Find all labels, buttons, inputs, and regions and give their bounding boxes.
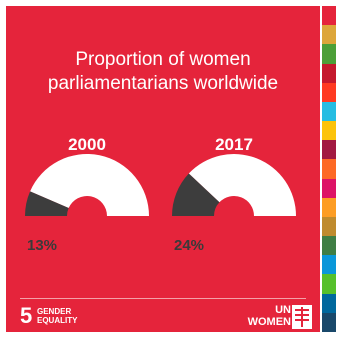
semi-donut-remainder-slice — [30, 154, 149, 216]
semi-donut-remainder-slice — [188, 154, 296, 216]
sdg-stripe-swatch — [322, 159, 336, 180]
un-women-emblem-icon — [292, 305, 312, 329]
sdg-stripe-swatch — [322, 197, 336, 218]
un-women-logo-line-1: UN — [275, 304, 291, 316]
sdg-stripe-swatch — [322, 216, 336, 237]
footer-divider — [20, 298, 306, 299]
sdg-stripe-swatch — [322, 312, 336, 333]
semi-donut-women-slice — [25, 191, 69, 216]
sdg-stripe-swatch — [322, 293, 336, 314]
sdg-goal-number: 5 — [20, 303, 33, 328]
semi-donut-charts: 2000 13% 2017 24% — [25, 135, 296, 254]
sdg-color-stripe — [322, 6, 336, 333]
sdg-stripe-swatch — [322, 6, 336, 26]
sdg-goal-label-line-1: GENDER — [37, 307, 72, 316]
sdg-stripe-swatch — [322, 236, 336, 256]
chart-percent-label: 13% — [27, 237, 57, 254]
sdg-stripe-swatch — [322, 25, 336, 45]
infographic-panel: Proportion of women parliamentarians wor… — [6, 6, 320, 332]
un-women-logo: UN WOMEN — [236, 304, 291, 328]
sdg-stripe-swatch — [322, 44, 336, 65]
title-line-1: Proportion of women — [75, 49, 251, 70]
sdg-stripe-swatch — [322, 274, 336, 295]
sdg-stripe-swatch — [322, 101, 336, 122]
sdg-stripe-swatch — [322, 121, 336, 141]
un-women-logo-line-2: WOMEN — [247, 316, 291, 328]
chart-year-label: 2000 — [68, 135, 106, 154]
chart-percent-label: 24% — [174, 237, 204, 254]
sdg-stripe-swatch — [322, 255, 336, 275]
sdg-goal-label-line-2: EQUALITY — [37, 316, 78, 325]
sdg-stripe-swatch — [322, 63, 336, 84]
sdg-stripe-swatch — [322, 140, 336, 160]
title-line-2: parliamentarians worldwide — [47, 73, 279, 94]
semi-donut-women-slice — [172, 173, 220, 216]
sdg-stripe-swatch — [322, 178, 336, 199]
sdg-stripe-swatch — [322, 82, 336, 103]
chart-year-label: 2017 — [215, 135, 253, 154]
chart-title: Proportion of women parliamentarians wor… — [6, 48, 320, 96]
sdg-goal-label: GENDER EQUALITY — [37, 307, 77, 325]
